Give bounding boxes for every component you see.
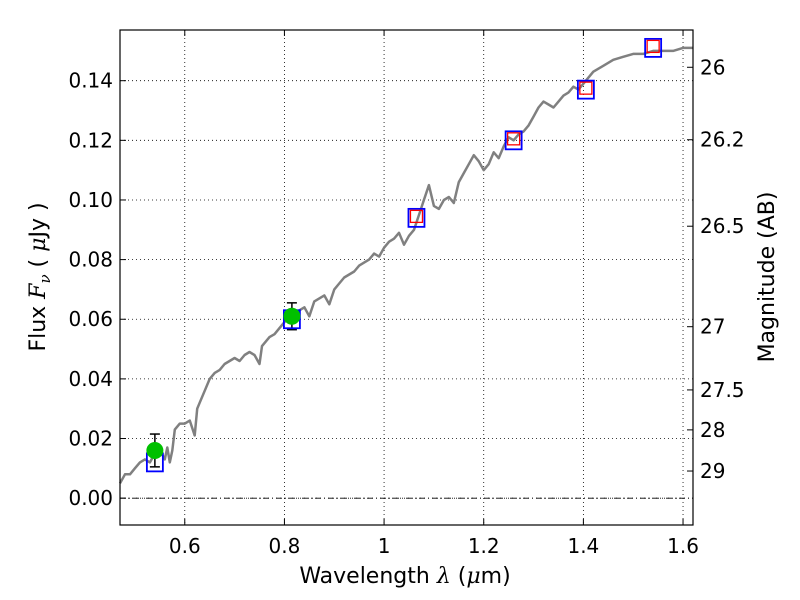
y-label-mu: μ <box>26 238 51 252</box>
upper-limit-square <box>409 209 424 224</box>
y-label-unit: Jy ) <box>26 202 51 239</box>
y-tick-label: 0.14 <box>68 69 113 93</box>
x-tick-label: 0.8 <box>269 534 301 558</box>
magnitude-tick-label: 26.2 <box>700 128 745 152</box>
x-tick-label: 1.4 <box>567 534 599 558</box>
x-tick-label: 1 <box>378 534 391 558</box>
magnitude-tick-label: 27 <box>700 315 725 339</box>
right-y-axis-label: Magnitude (AB) <box>755 192 780 363</box>
upper-limit-square <box>506 132 521 146</box>
spectrum-line <box>118 46 693 484</box>
model-photometry-square <box>407 207 426 228</box>
magnitude-tick-label: 27.5 <box>700 378 745 402</box>
x-label-unit: m) <box>481 564 511 589</box>
x-tick-label: 0.6 <box>169 534 201 558</box>
x-label-prefix: Wavelength <box>299 564 437 589</box>
magnitude-tick-label: 26 <box>700 55 725 79</box>
magnitude-tick-label: 28 <box>700 418 725 442</box>
model-photometry-square <box>644 37 663 58</box>
model-photometry-square <box>504 130 523 151</box>
observed-photometry-point <box>283 307 301 325</box>
y-label-subscript: ν <box>36 274 54 283</box>
magnitude-tick-label: 26.5 <box>700 214 745 238</box>
y-tick-label: 0.06 <box>68 307 113 331</box>
upper-limit-square <box>646 39 660 54</box>
x-label-mu: μ <box>466 564 480 589</box>
y-axis-label: Flux Fν ( μJy ) <box>26 202 54 351</box>
y-tick-label: 0.04 <box>68 367 113 391</box>
magnitude-tick-label: 29 <box>700 459 725 483</box>
data-layer <box>118 37 693 484</box>
y-label-prefix: Flux <box>26 299 51 352</box>
y-tick-label: 0.10 <box>68 188 113 212</box>
x-label-open: ( <box>451 564 467 589</box>
upper-limit-square <box>579 81 593 95</box>
model-photometry-square <box>576 79 595 100</box>
y-tick-label: 0.12 <box>68 128 113 152</box>
y-label-open: ( <box>26 252 51 275</box>
y-tick-label: 0.08 <box>68 248 113 272</box>
x-tick-label: 1.6 <box>667 534 699 558</box>
y-tick-label: 0.02 <box>68 427 113 451</box>
y-tick-label: 0.00 <box>68 486 113 510</box>
grid-layer <box>120 30 693 525</box>
ticks-layer <box>120 30 693 525</box>
observed-photometry-point <box>146 441 164 459</box>
x-tick-label: 1.2 <box>468 534 500 558</box>
y-label-symbol: F <box>26 283 51 300</box>
plot-frame <box>119 29 694 526</box>
x-label-symbol: λ <box>436 564 451 589</box>
x-axis-label: Wavelength λ (μm) <box>299 564 510 589</box>
